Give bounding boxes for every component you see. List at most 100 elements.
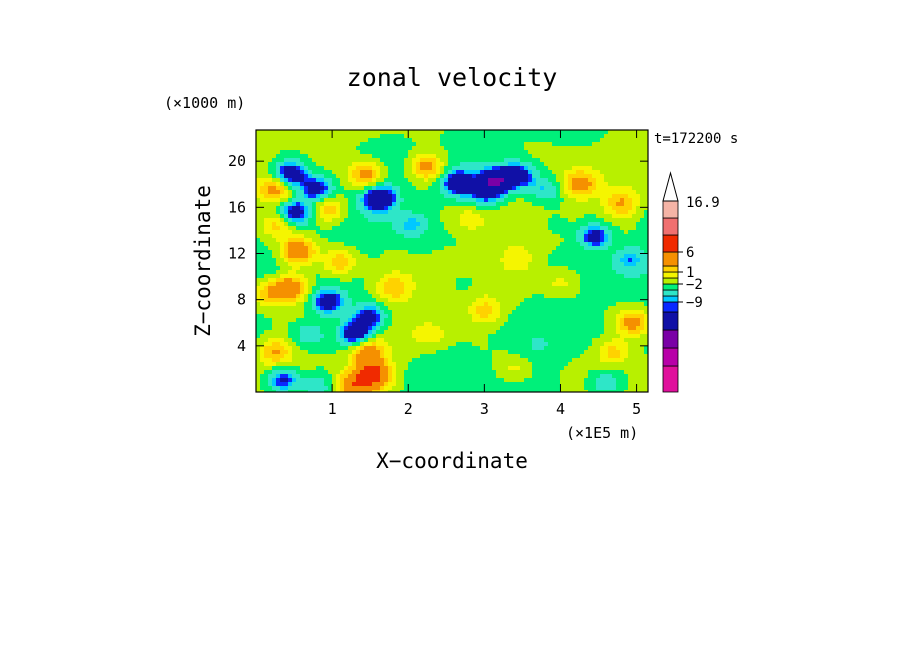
field-cell [268, 358, 273, 363]
field-cell [380, 206, 385, 211]
field-cell [312, 362, 317, 367]
field-cell [440, 246, 445, 251]
field-cell [328, 190, 333, 195]
field-cell [376, 190, 381, 195]
field-cell [500, 210, 505, 215]
field-cell [508, 182, 513, 187]
field-cell [444, 246, 449, 251]
field-cell [360, 214, 365, 219]
field-cell [316, 294, 321, 299]
field-cell [352, 330, 357, 335]
field-cell [384, 186, 389, 191]
field-cell [548, 382, 553, 387]
field-cell [388, 174, 393, 179]
field-cell [380, 198, 385, 203]
field-cell [432, 382, 437, 387]
field-cell [296, 198, 301, 203]
field-cell [464, 306, 469, 311]
field-cell [476, 142, 481, 147]
field-cell [424, 370, 429, 375]
field-cell [440, 198, 445, 203]
field-cell [352, 310, 357, 315]
field-cell [464, 150, 469, 155]
field-cell [420, 246, 425, 251]
field-cell [388, 386, 393, 391]
field-cell [352, 154, 357, 159]
field-cell [552, 234, 557, 239]
field-cell [320, 230, 325, 235]
field-cell [464, 230, 469, 235]
field-cell [444, 366, 449, 371]
field-cell [408, 338, 413, 343]
field-cell [400, 202, 405, 207]
field-cell [336, 162, 341, 167]
field-cell [456, 142, 461, 147]
field-cell [476, 182, 481, 187]
field-cell [304, 354, 309, 359]
field-cell [300, 290, 305, 295]
field-cell [344, 194, 349, 199]
field-cell [336, 302, 341, 307]
field-cell [324, 258, 329, 263]
field-cell [512, 286, 517, 291]
field-cell [268, 250, 273, 255]
field-cell [408, 170, 413, 175]
field-cell [460, 194, 465, 199]
field-cell [492, 310, 497, 315]
field-cell [340, 338, 345, 343]
field-cell [464, 134, 469, 139]
field-cell [444, 298, 449, 303]
field-cell [464, 222, 469, 227]
field-cell [284, 142, 289, 147]
field-cell [356, 242, 361, 247]
field-cell [292, 342, 297, 347]
field-cell [484, 334, 489, 339]
field-cell [452, 386, 457, 391]
field-cell [380, 310, 385, 315]
field-cell [540, 338, 545, 343]
field-cell [528, 290, 533, 295]
field-cell [504, 378, 509, 383]
field-cell [256, 202, 261, 207]
field-cell [292, 138, 297, 143]
field-cell [524, 166, 529, 171]
field-cell [268, 322, 273, 327]
field-cell [508, 142, 513, 147]
field-cell [528, 358, 533, 363]
field-cell [468, 218, 473, 223]
field-cell [508, 366, 513, 371]
field-cell [444, 342, 449, 347]
field-cell [388, 294, 393, 299]
field-cell [436, 326, 441, 331]
field-cell [512, 194, 517, 199]
field-cell [328, 266, 333, 271]
field-cell [280, 182, 285, 187]
field-cell [320, 202, 325, 207]
field-cell [332, 354, 337, 359]
field-cell [304, 378, 309, 383]
field-cell [320, 294, 325, 299]
field-cell [540, 310, 545, 315]
field-cell [444, 134, 449, 139]
field-cell [368, 214, 373, 219]
field-cell [260, 262, 265, 267]
field-cell [400, 250, 405, 255]
field-cell [436, 298, 441, 303]
field-cell [260, 282, 265, 287]
field-cell [448, 314, 453, 319]
field-cell [416, 146, 421, 151]
field-cell [324, 134, 329, 139]
field-cell [360, 182, 365, 187]
field-cell [508, 342, 513, 347]
field-cell [452, 378, 457, 383]
field-cell [528, 206, 533, 211]
field-cell [464, 246, 469, 251]
field-cell [304, 222, 309, 227]
field-cell [488, 186, 493, 191]
field-cell [340, 210, 345, 215]
field-cell [456, 286, 461, 291]
field-cell [360, 266, 365, 271]
field-cell [460, 310, 465, 315]
field-cell [368, 362, 373, 367]
field-cell [404, 194, 409, 199]
